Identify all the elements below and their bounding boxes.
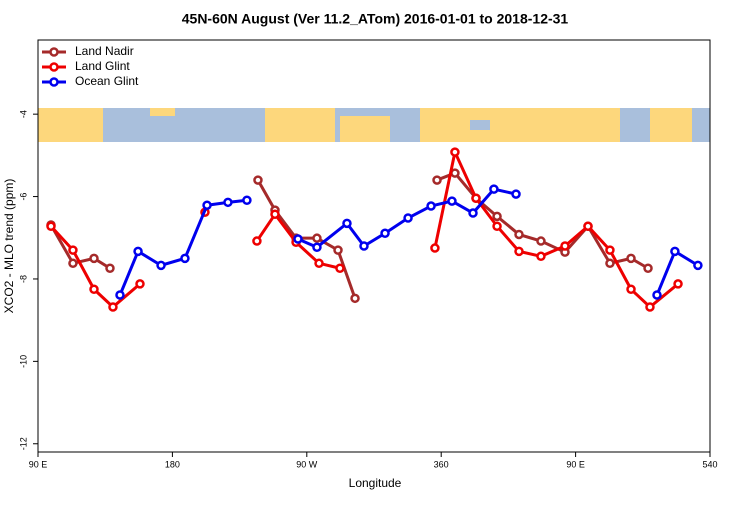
point	[514, 246, 524, 257]
point	[673, 279, 683, 289]
chart-title: 45N-60N August (Ver 11.2_ATom) 2016-01-0…	[182, 11, 569, 27]
point	[253, 175, 263, 185]
point	[645, 302, 655, 312]
point	[333, 245, 343, 255]
map-land	[38, 108, 103, 142]
point	[108, 302, 118, 312]
point	[242, 195, 252, 206]
point	[605, 258, 615, 269]
point	[359, 241, 369, 251]
x-tick-label: 180	[165, 459, 180, 469]
point	[560, 241, 570, 251]
plot-frame	[37, 39, 711, 453]
point	[312, 233, 322, 243]
legend-marker	[49, 62, 59, 72]
point	[626, 253, 636, 264]
map-land	[340, 116, 390, 142]
y-tick-label: -12	[18, 437, 28, 450]
point	[426, 201, 436, 211]
point	[492, 221, 502, 231]
point	[135, 279, 145, 289]
point	[514, 229, 524, 240]
map-land	[650, 108, 692, 142]
point	[471, 193, 481, 203]
y-axis-label: XCO2 - MLO trend (ppm)	[2, 179, 16, 314]
point	[156, 260, 166, 271]
x-tick-label: 540	[702, 459, 717, 469]
point	[583, 221, 593, 231]
point	[432, 175, 442, 185]
x-tick-label: 90 E	[29, 459, 48, 469]
y-tick-label: -8	[18, 275, 28, 283]
point	[89, 284, 99, 295]
point	[293, 234, 303, 244]
point	[380, 228, 390, 238]
point	[430, 243, 440, 253]
point	[626, 284, 636, 295]
point	[312, 242, 322, 252]
point	[403, 213, 413, 223]
point	[450, 147, 460, 157]
point	[223, 197, 233, 208]
legend-label: Land Glint	[75, 59, 130, 73]
x-tick-label: 90 E	[566, 459, 585, 469]
point	[342, 218, 352, 229]
point	[68, 245, 78, 255]
point	[270, 209, 280, 220]
point	[314, 258, 324, 269]
map-ocean	[470, 120, 490, 130]
point	[46, 221, 56, 231]
x-tick-label: 90 W	[296, 459, 318, 469]
point	[605, 245, 615, 255]
y-tick-label: -6	[18, 193, 28, 201]
map-land	[420, 108, 620, 142]
point	[652, 290, 662, 300]
legend-label: Land Nadir	[75, 44, 134, 58]
point	[133, 246, 143, 257]
legend-marker	[49, 77, 59, 87]
y-tick-label: -10	[18, 355, 28, 368]
map-land	[150, 108, 175, 116]
point	[335, 263, 345, 273]
map-band	[38, 108, 710, 142]
point	[350, 293, 360, 304]
point	[68, 258, 78, 269]
point	[643, 263, 653, 273]
point	[489, 184, 499, 194]
point	[447, 196, 457, 206]
y-tick-label: -4	[18, 110, 28, 118]
point	[89, 253, 99, 264]
legend-label: Ocean Glint	[75, 74, 139, 88]
x-tick-label: 360	[434, 459, 449, 469]
point	[536, 251, 546, 262]
point	[252, 236, 262, 246]
point	[693, 260, 703, 271]
legend-marker	[49, 47, 59, 57]
point	[492, 211, 502, 222]
point	[670, 246, 680, 257]
x-axis-label: Longitude	[349, 476, 402, 490]
point	[105, 263, 115, 273]
point	[115, 290, 125, 300]
point	[511, 189, 521, 199]
series-line	[49, 147, 679, 309]
point	[202, 200, 212, 210]
point	[468, 208, 478, 218]
point	[536, 236, 546, 246]
point	[180, 253, 190, 264]
map-land	[265, 108, 335, 142]
